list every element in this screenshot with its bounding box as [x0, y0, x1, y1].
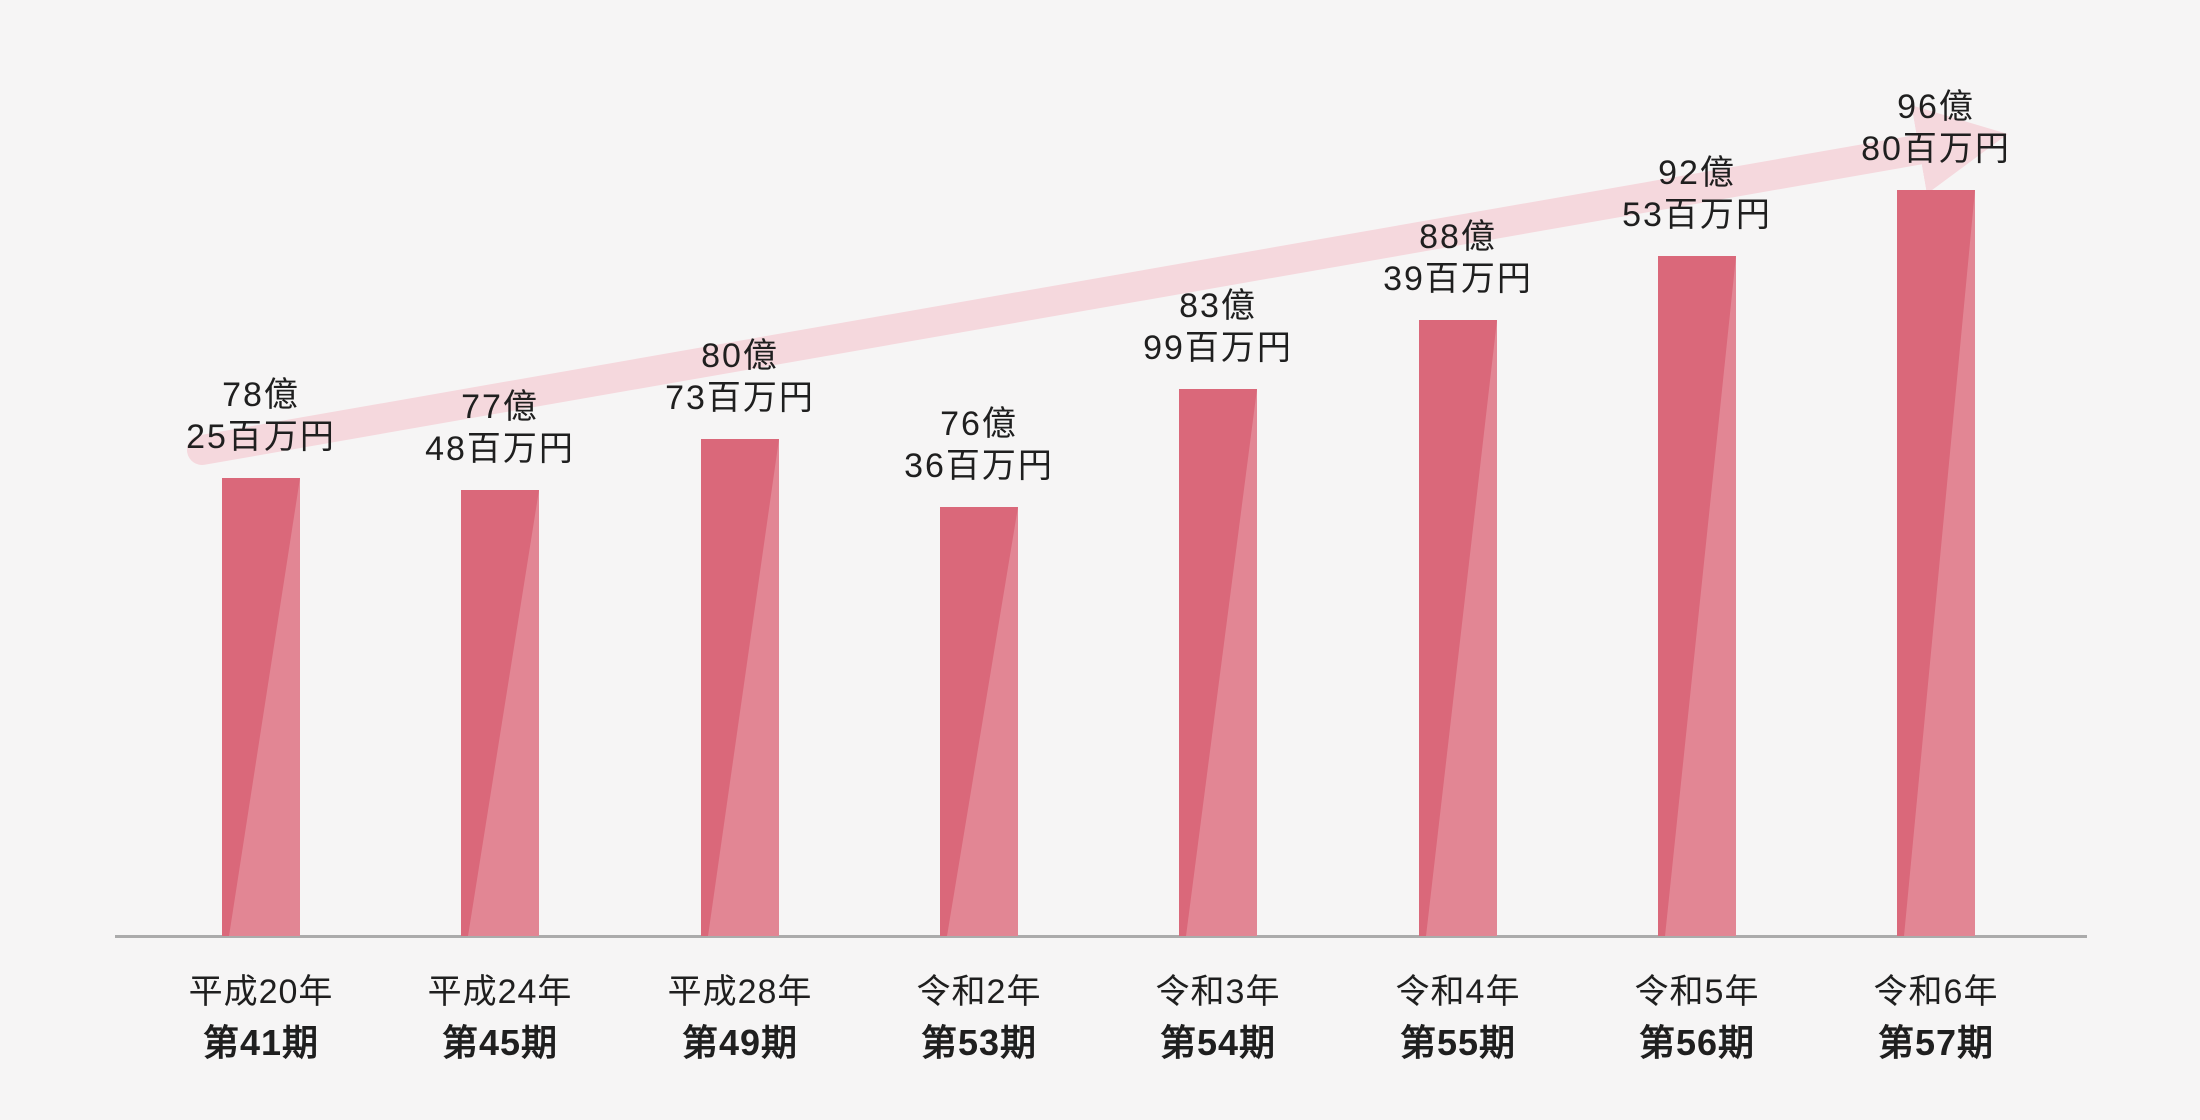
- x-axis-label: 令和5年 第56期: [1577, 972, 1817, 1064]
- bar-group: 77億 48百万円 平成24年 第45期: [380, 387, 620, 1063]
- bar-group: 80億 73百万円 平成28年 第49期: [620, 336, 860, 1063]
- bar: [701, 439, 779, 936]
- value-line-oku: 83億: [1179, 287, 1257, 326]
- x-label-year: 平成24年: [427, 973, 573, 1011]
- x-label-term: 第57期: [1877, 1021, 1995, 1063]
- bar-group: 83億 99百万円 令和3年 第54期: [1098, 286, 1338, 1063]
- bar-highlight-shape: [468, 490, 539, 936]
- trend-line: [187, 105, 2008, 465]
- x-label-year: 令和4年: [1395, 973, 1521, 1011]
- x-label-year: 平成28年: [667, 973, 813, 1011]
- bar-value-label: 78億 25百万円: [186, 375, 336, 458]
- bar-highlight-shape: [229, 478, 300, 936]
- x-label-term: 第56期: [1638, 1021, 1756, 1063]
- bar: [940, 507, 1018, 936]
- bar-value-label: 76億 36百万円: [904, 404, 1054, 487]
- bar-value-label: 83億 99百万円: [1143, 286, 1293, 369]
- x-axis-label: 令和4年 第55期: [1338, 972, 1578, 1064]
- bar-value-label: 88億 39百万円: [1383, 217, 1533, 300]
- bar-highlight-shape: [708, 439, 779, 936]
- value-line-million: 48百万円: [425, 429, 575, 468]
- bar: [1419, 320, 1497, 936]
- x-axis-label: 令和3年 第54期: [1098, 972, 1338, 1064]
- bar: [1658, 256, 1736, 936]
- value-line-oku: 96億: [1897, 88, 1975, 127]
- x-axis-line: [115, 935, 2087, 938]
- bar-group: 76億 36百万円 令和2年 第53期: [859, 404, 1099, 1063]
- x-axis-label: 平成28年 第49期: [620, 972, 860, 1064]
- x-axis-label: 平成24年 第45期: [380, 972, 620, 1064]
- x-label-year: 令和2年: [916, 973, 1042, 1011]
- value-line-oku: 92億: [1658, 154, 1736, 193]
- value-line-oku: 76億: [940, 405, 1018, 444]
- bar-value-label: 92億 53百万円: [1622, 153, 1772, 236]
- bar-highlight-shape: [1904, 190, 1975, 936]
- bar-highlight-shape: [1665, 256, 1736, 936]
- x-axis-label: 令和2年 第53期: [859, 972, 1099, 1064]
- value-line-million: 36百万円: [904, 446, 1054, 485]
- value-line-million: 73百万円: [665, 378, 815, 417]
- value-line-oku: 77億: [461, 388, 539, 427]
- value-line-million: 25百万円: [186, 417, 336, 456]
- bar-value-label: 80億 73百万円: [665, 336, 815, 419]
- x-label-year: 令和6年: [1873, 973, 1999, 1011]
- value-line-million: 39百万円: [1383, 259, 1533, 298]
- bar-value-label: 96億 80百万円: [1861, 87, 2011, 170]
- x-axis-label: 令和6年 第57期: [1816, 972, 2056, 1064]
- value-line-million: 80百万円: [1861, 129, 2011, 168]
- value-line-oku: 88億: [1419, 218, 1497, 257]
- x-label-term: 第53期: [920, 1021, 1038, 1063]
- bar: [222, 478, 300, 936]
- x-label-year: 平成20年: [188, 973, 334, 1011]
- bar-highlight-shape: [1426, 320, 1497, 936]
- x-label-term: 第41期: [202, 1021, 320, 1063]
- bar-group: 96億 80百万円 令和6年 第57期: [1816, 87, 2056, 1063]
- bar: [1179, 389, 1257, 936]
- x-label-term: 第49期: [681, 1021, 799, 1063]
- x-label-term: 第55期: [1399, 1021, 1517, 1063]
- bar: [461, 490, 539, 936]
- x-label-term: 第54期: [1159, 1021, 1277, 1063]
- bar-highlight-shape: [947, 507, 1018, 936]
- bar-group: 88億 39百万円 令和4年 第55期: [1338, 217, 1578, 1063]
- bar-group: 92億 53百万円 令和5年 第56期: [1577, 153, 1817, 1063]
- bar-value-label: 77億 48百万円: [425, 387, 575, 470]
- bar-group: 78億 25百万円 平成20年 第41期: [141, 375, 381, 1063]
- x-axis-label: 平成20年 第41期: [141, 972, 381, 1064]
- x-label-year: 令和5年: [1634, 973, 1760, 1011]
- value-line-million: 53百万円: [1622, 195, 1772, 234]
- x-label-term: 第45期: [441, 1021, 559, 1063]
- value-line-oku: 80億: [701, 337, 779, 376]
- bar: [1897, 190, 1975, 936]
- value-line-oku: 78億: [222, 376, 300, 415]
- value-line-million: 99百万円: [1143, 328, 1293, 367]
- x-label-year: 令和3年: [1155, 973, 1281, 1011]
- bar-highlight-shape: [1186, 389, 1257, 936]
